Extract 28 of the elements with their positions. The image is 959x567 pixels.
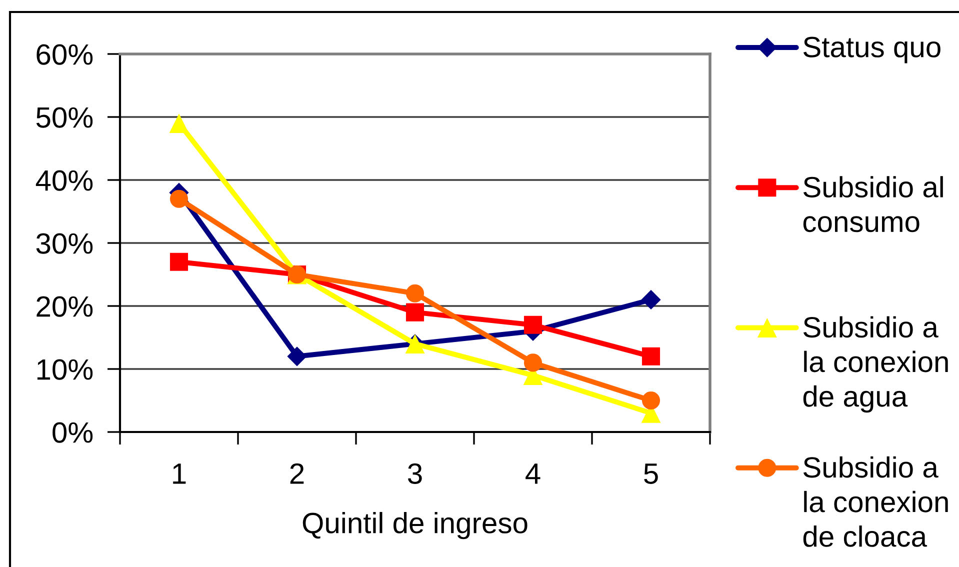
y-tick-label: 30%	[36, 233, 93, 254]
point	[170, 252, 188, 271]
x-tick-label: 4	[526, 464, 540, 484]
point	[641, 290, 661, 310]
point	[170, 190, 188, 208]
legend-label: Status quo	[803, 36, 940, 64]
y-tick-label: 20%	[36, 296, 93, 317]
x-tick-label: 1	[173, 464, 186, 484]
legend-label: Subsidio a la conexion de agua	[803, 316, 948, 413]
point	[169, 114, 189, 134]
y-tick-label: 10%	[37, 359, 93, 380]
legend-label: Subsidio al consumo	[803, 176, 943, 232]
y-tick-label: 50%	[36, 107, 93, 128]
x-tick-label: 2	[290, 463, 304, 484]
point	[406, 303, 424, 322]
legend-label: Subsidio a la conexion de cloaca	[803, 456, 948, 547]
point	[642, 391, 660, 410]
y-tick-label: 60%	[36, 44, 93, 65]
x-axis-title: Quintil de ingreso	[302, 512, 528, 540]
point	[406, 284, 424, 302]
y-tick-label: 0%	[52, 422, 93, 443]
x-tick-label: 3	[408, 463, 422, 484]
point	[642, 347, 660, 366]
point	[524, 316, 542, 334]
y-tick-label: 40%	[36, 170, 93, 191]
x-tick-label: 5	[644, 464, 658, 484]
point	[524, 354, 542, 372]
point	[287, 346, 307, 366]
